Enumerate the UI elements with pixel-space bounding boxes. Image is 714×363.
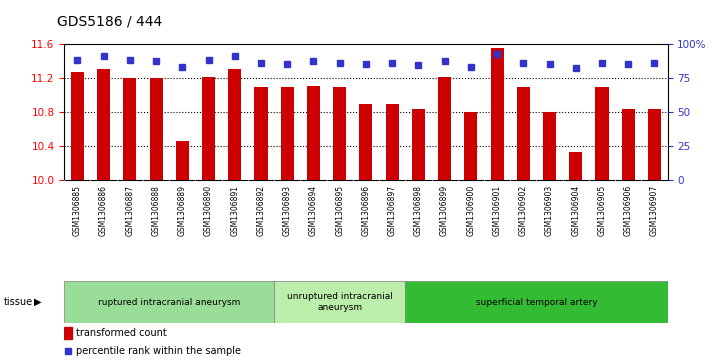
Text: GSM1306907: GSM1306907: [650, 185, 659, 236]
Bar: [176, 140, 189, 180]
Text: GSM1306887: GSM1306887: [126, 185, 134, 236]
Bar: [274, 281, 406, 323]
Bar: [386, 104, 398, 180]
Text: GSM1306896: GSM1306896: [361, 185, 371, 236]
Bar: [595, 87, 608, 180]
Bar: [359, 104, 373, 180]
Text: GSM1306888: GSM1306888: [151, 185, 161, 236]
Text: GSM1306891: GSM1306891: [231, 185, 239, 236]
Text: GSM1306892: GSM1306892: [256, 185, 266, 236]
Bar: [124, 78, 136, 180]
Text: GSM1306889: GSM1306889: [178, 185, 187, 236]
Text: GSM1306885: GSM1306885: [73, 185, 82, 236]
Text: GSM1306906: GSM1306906: [624, 185, 633, 236]
Bar: [412, 109, 425, 180]
Bar: [648, 109, 661, 180]
Text: GSM1306901: GSM1306901: [493, 185, 501, 236]
Text: superficial temporal artery: superficial temporal artery: [476, 298, 597, 307]
Bar: [333, 87, 346, 180]
Text: GSM1306890: GSM1306890: [204, 185, 213, 236]
Text: transformed count: transformed count: [76, 328, 166, 338]
Text: GSM1306899: GSM1306899: [440, 185, 449, 236]
Text: unruptured intracranial
aneurysm: unruptured intracranial aneurysm: [287, 293, 393, 312]
Bar: [149, 78, 163, 180]
Bar: [543, 112, 556, 180]
Bar: [281, 87, 293, 180]
Text: GSM1306886: GSM1306886: [99, 185, 108, 236]
Text: ▶: ▶: [34, 297, 42, 307]
Text: GSM1306905: GSM1306905: [598, 185, 606, 236]
Text: percentile rank within the sample: percentile rank within the sample: [76, 346, 241, 356]
Bar: [438, 77, 451, 180]
Text: ruptured intracranial aneurysm: ruptured intracranial aneurysm: [98, 298, 241, 307]
Text: GSM1306895: GSM1306895: [335, 185, 344, 236]
Text: GSM1306904: GSM1306904: [571, 185, 580, 236]
Text: GSM1306903: GSM1306903: [545, 185, 554, 236]
Bar: [517, 87, 530, 180]
Text: GSM1306900: GSM1306900: [466, 185, 476, 236]
Bar: [202, 77, 215, 180]
Bar: [464, 113, 478, 180]
Text: GSM1306897: GSM1306897: [388, 185, 397, 236]
Bar: [622, 109, 635, 180]
Bar: [491, 48, 503, 180]
Bar: [254, 87, 268, 180]
Text: GSM1306898: GSM1306898: [414, 185, 423, 236]
Text: GSM1306902: GSM1306902: [519, 185, 528, 236]
Bar: [406, 281, 668, 323]
Bar: [307, 86, 320, 180]
Bar: [71, 72, 84, 180]
Text: tissue: tissue: [4, 297, 33, 307]
Bar: [64, 327, 72, 339]
Text: GDS5186 / 444: GDS5186 / 444: [57, 15, 162, 29]
Text: GSM1306894: GSM1306894: [309, 185, 318, 236]
Bar: [64, 281, 274, 323]
Bar: [569, 152, 583, 180]
Text: GSM1306893: GSM1306893: [283, 185, 292, 236]
Bar: [228, 69, 241, 180]
Bar: [97, 69, 110, 180]
